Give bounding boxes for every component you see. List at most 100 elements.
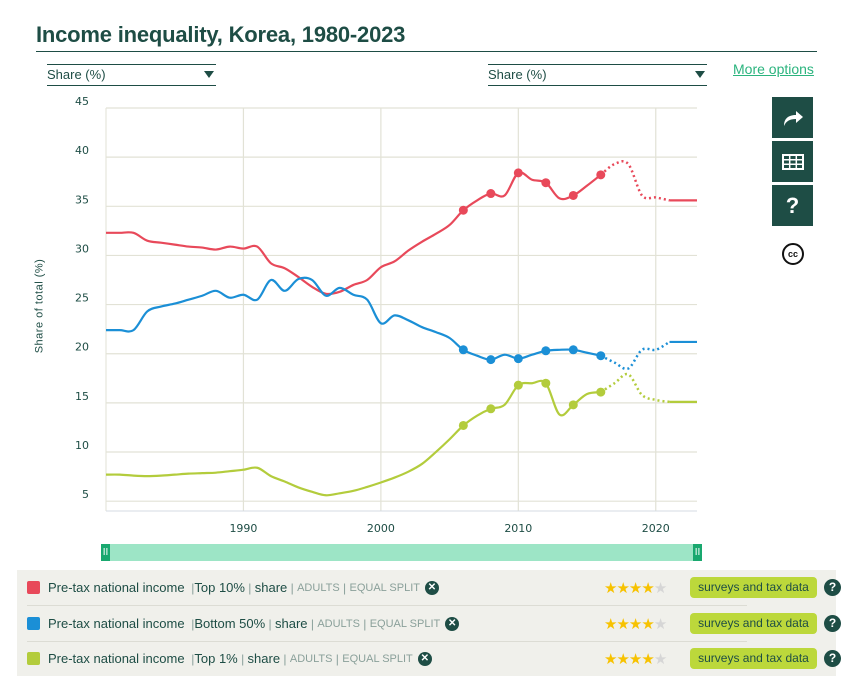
series-markers	[458, 168, 606, 430]
separator: |	[184, 651, 195, 666]
help-icon[interactable]: ?	[824, 615, 841, 632]
star-filled-icon: ★	[628, 651, 642, 668]
star-empty-icon: ★	[653, 616, 667, 633]
data-point	[486, 189, 496, 199]
separator: |	[359, 616, 370, 631]
measure-label: share	[247, 651, 281, 666]
star-filled-icon: ★	[641, 580, 654, 597]
data-point	[596, 170, 606, 180]
left-axis-dropdown[interactable]: Share (%)	[47, 64, 216, 86]
group-label: Top 1%	[194, 651, 238, 666]
chevron-down-icon	[204, 71, 214, 78]
data-point	[513, 354, 523, 364]
data-point	[568, 400, 578, 410]
star-filled-icon: ★	[616, 616, 629, 633]
series-line-solid	[106, 171, 602, 296]
remove-series-button[interactable]: ✕	[425, 580, 439, 595]
line-chart: 5 10 15 20 25 30 35 40 45 1990 2000 2010 2020	[75, 95, 698, 535]
star-empty-icon: ★	[653, 651, 667, 668]
data-point	[541, 346, 551, 356]
split-label: EQUAL SPLIT	[349, 581, 420, 594]
data-point	[596, 351, 606, 361]
star-filled-icon: ★	[628, 616, 642, 633]
group-label: Top 10%	[194, 580, 245, 595]
help-icon[interactable]: ?	[824, 650, 841, 667]
y-tick-label: 45	[75, 95, 89, 108]
population-label: ADULTS	[297, 581, 340, 594]
legend-panel: Pre-tax national income | Top 10% | shar…	[17, 570, 841, 676]
remove-series-button[interactable]: ✕	[445, 616, 460, 631]
slider-right-handle[interactable]: II	[693, 544, 702, 561]
year-range-slider[interactable]: II II	[101, 544, 702, 561]
star-filled-icon: ★	[628, 580, 642, 597]
star-empty-icon: ★	[653, 580, 667, 597]
right-axis-dropdown[interactable]: Share (%)	[488, 64, 707, 86]
slider-left-handle[interactable]: II	[101, 544, 110, 561]
separator: |	[307, 616, 318, 631]
data-point	[541, 178, 551, 188]
separator: |	[244, 580, 255, 595]
table-icon	[781, 153, 804, 170]
star-filled-icon: ★	[616, 580, 629, 597]
source-badge[interactable]: surveys and tax data	[690, 613, 817, 634]
star-filled-icon: ★	[641, 616, 654, 633]
help-icon[interactable]: ?	[824, 579, 841, 596]
quality-stars: ★★★★★	[604, 615, 667, 633]
star-filled-icon: ★	[641, 651, 654, 668]
data-point	[541, 378, 551, 388]
data-point	[513, 168, 523, 178]
indicator-label: Pre-tax national income	[48, 651, 185, 666]
data-point	[596, 387, 606, 397]
data-point	[458, 345, 468, 355]
series-color-swatch	[27, 581, 40, 594]
legend-row: Pre-tax national income | Top 1% | share…	[27, 641, 841, 676]
x-tick-label: 1990	[229, 522, 257, 535]
series-line-dotted	[600, 340, 671, 371]
title-divider	[36, 51, 817, 52]
more-options-link[interactable]: More options	[733, 61, 814, 77]
y-tick-label: 35	[75, 193, 89, 206]
split-label: EQUAL SPLIT	[369, 617, 441, 630]
x-tick-label: 2020	[642, 522, 670, 535]
separator: |	[237, 651, 248, 666]
creative-commons-icon[interactable]: cc	[782, 243, 804, 265]
y-tick-label: 40	[75, 144, 89, 157]
y-tick-label: 20	[75, 341, 89, 354]
measure-label: share	[254, 580, 288, 595]
page-title: Income inequality, Korea, 1980-2023	[36, 22, 406, 47]
y-axis-ticks: 5 10 15 20 25 30 35 40 45	[75, 95, 89, 501]
data-point	[513, 380, 523, 390]
population-label: ADULTS	[289, 652, 333, 665]
indicator-label: Pre-tax national income	[48, 580, 185, 595]
y-tick-label: 10	[75, 439, 89, 452]
legend-row: Pre-tax national income | Top 10% | shar…	[27, 570, 841, 605]
row-divider	[27, 605, 747, 606]
indicator-label: Pre-tax national income	[48, 616, 185, 631]
y-tick-label: 25	[75, 292, 89, 305]
y-tick-label: 30	[75, 242, 89, 255]
star-filled-icon: ★	[604, 580, 617, 597]
separator: |	[339, 580, 350, 595]
help-button[interactable]: ?	[772, 185, 813, 226]
source-badge[interactable]: surveys and tax data	[690, 648, 817, 669]
separator: |	[280, 651, 290, 666]
measure-label: share	[275, 616, 308, 631]
separator: |	[184, 616, 195, 631]
data-point	[458, 420, 468, 430]
separator: |	[265, 616, 275, 631]
remove-series-button[interactable]: ✕	[417, 651, 432, 666]
star-filled-icon: ★	[604, 651, 617, 668]
y-tick-label: 15	[75, 390, 89, 403]
data-point	[486, 355, 496, 365]
chevron-down-icon	[695, 71, 705, 78]
table-view-button[interactable]	[772, 141, 813, 182]
data-point	[458, 205, 468, 215]
share-button[interactable]	[772, 97, 813, 138]
source-badge[interactable]: surveys and tax data	[690, 577, 817, 598]
population-label: ADULTS	[317, 617, 360, 630]
series-line-dotted	[600, 372, 670, 404]
star-filled-icon: ★	[616, 651, 629, 668]
y-axis-title: Share of total (%)	[33, 258, 46, 354]
series-line-dotted	[599, 160, 670, 202]
quality-stars: ★★★★★	[604, 579, 667, 597]
